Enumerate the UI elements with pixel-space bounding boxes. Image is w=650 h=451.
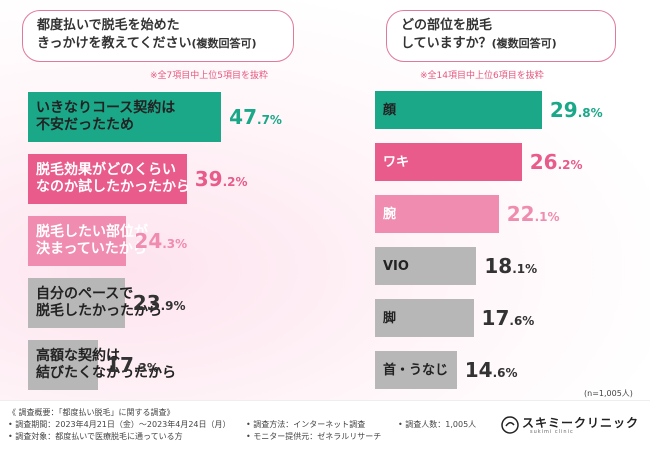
bar-category-label: VIO <box>383 258 409 274</box>
bar <box>375 91 542 129</box>
sample-size-label: (n=1,005人) <box>584 389 633 398</box>
bar-category-label: 脱毛効果がどのくらい なのか試したかったから <box>36 162 190 195</box>
bar-value-label: 14.6% <box>464 358 518 382</box>
bar-value-label: 23.9% <box>132 291 186 315</box>
footer-period: • 調査期間：2023年4月21日（金）～2023年4月24日（月） <box>8 420 231 429</box>
bar <box>28 278 125 328</box>
footer-provider: • モニター提供元：ゼネラルリサーチ <box>246 432 382 441</box>
bar-category-label: ワキ <box>383 154 410 170</box>
clinic-logo-subtext: sukimi clinic <box>530 429 574 435</box>
footer-method: • 調査方法：インターネット調査 <box>246 420 366 429</box>
right-question-line1: どの部位を脱毛 <box>401 18 493 33</box>
survey-footer <box>0 400 650 451</box>
right-question-box: どの部位を脱毛 していますか？(複数回答可) <box>386 10 616 62</box>
left-question-suffix: (複数回答可) <box>191 37 257 50</box>
bar-value-label: 18.1% <box>484 254 538 278</box>
footer-count: • 調査人数：1,005人 <box>398 420 477 429</box>
right-question-line2: していますか？(複数回答可) <box>401 36 557 51</box>
bar <box>28 216 127 266</box>
bar-value-label: 39.2% <box>194 167 248 191</box>
bar-value-label: 29.8% <box>549 98 603 122</box>
bar-category-label: 腕 <box>383 206 397 222</box>
footer-overview: 《 調査概要：「都度払い脱毛」に関する調査》 <box>8 408 175 417</box>
bar <box>375 143 522 181</box>
bar-category-label: いきなりコース契約は 不安だったため <box>36 100 176 133</box>
bar-value-label: 17.3% <box>106 353 159 377</box>
bar <box>375 195 499 233</box>
right-note: ※全14項目中上位6項目を抜粋 <box>420 71 544 81</box>
bar <box>375 299 474 337</box>
bar <box>28 92 222 142</box>
bar <box>28 340 99 390</box>
bar <box>375 351 457 389</box>
clinic-logo-text: スキミークリニック <box>522 416 640 430</box>
bar <box>28 154 187 204</box>
bar-category-label: 脱毛したい部位が 決まっていたから <box>36 224 148 257</box>
bar-value-label: 24.3% <box>134 229 188 253</box>
left-question-line1: 都度払いで脱毛を始めた <box>37 18 180 33</box>
left-question-line2: きっかけを教えてください(複数回答可) <box>37 36 257 51</box>
left-question-box: 都度払いで脱毛を始めた きっかけを教えてください(複数回答可) <box>22 10 294 62</box>
bar-category-label: 自分のペースで 脱毛したかったから <box>36 286 162 319</box>
bar-category-label: 首・うなじ <box>383 362 449 378</box>
bar-category-label: 高額な契約は 結びたくなかったから <box>36 348 176 381</box>
clinic-logo-icon <box>501 416 519 434</box>
bar <box>375 247 477 285</box>
bar-value-label: 26.2% <box>529 150 583 174</box>
bar-value-label: 47.7% <box>229 105 282 129</box>
bar-value-label: 17.6% <box>481 306 535 330</box>
right-question-suffix: (複数回答可) <box>491 37 557 50</box>
bar-category-label: 顔 <box>383 102 397 118</box>
bar-value-label: 22.1% <box>506 202 560 226</box>
bar-category-label: 脚 <box>383 310 397 326</box>
clinic-logo: スキミークリニック sukimi clinic <box>500 412 640 438</box>
footer-target: • 調査対象：都度払いで医療脱毛に通っている方 <box>8 432 183 441</box>
left-note: ※全7項目中上位5項目を抜粋 <box>150 71 268 81</box>
